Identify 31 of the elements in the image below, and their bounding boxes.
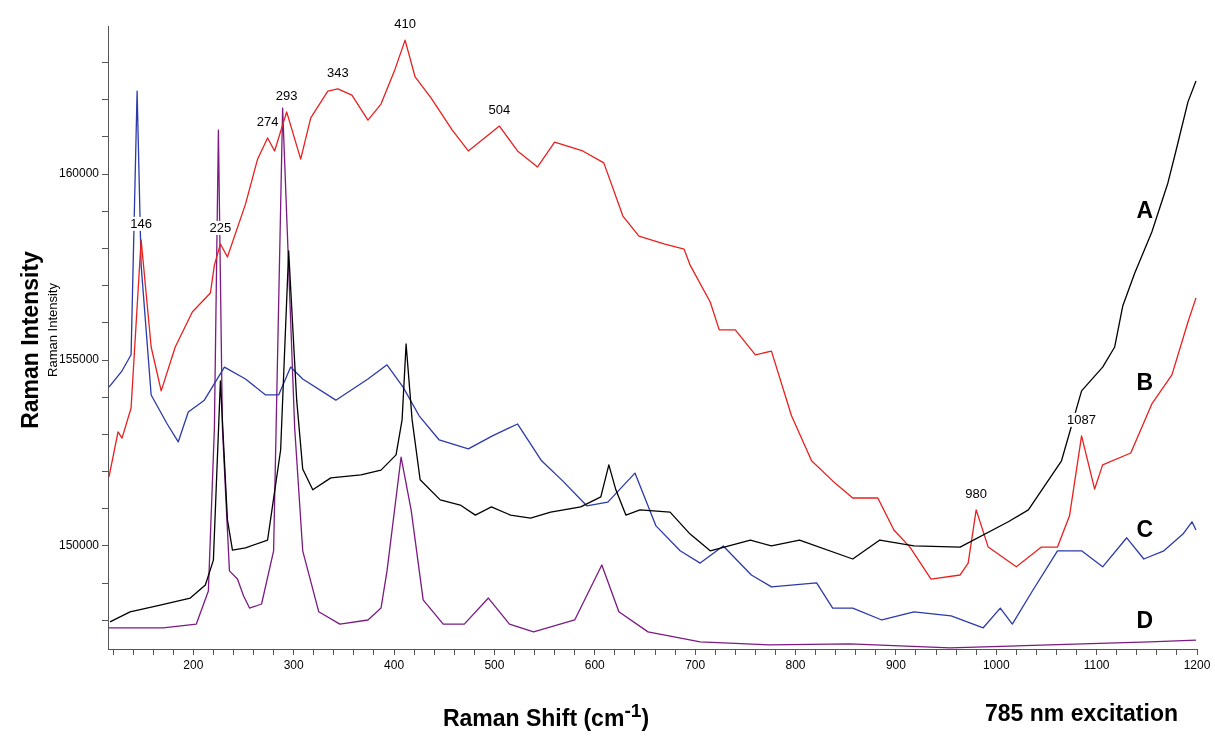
x-tick-label: 500 — [484, 657, 505, 672]
x-axis-title: Raman Shift (cm$^{-1}$) — [441, 700, 651, 732]
x-tick-label: 600 — [584, 657, 606, 672]
annotation: 293 — [275, 88, 298, 103]
annotation: 504 — [488, 102, 511, 118]
annotation: 274 — [256, 114, 279, 130]
text: 785 nm excitation — [985, 700, 1179, 727]
x-tick-label: 400 — [384, 657, 405, 672]
x-tick-label: 200 — [183, 657, 204, 672]
x-tick-label: 800 — [785, 657, 806, 672]
x-tick-label: 1000 — [982, 657, 1010, 672]
annotation: 225 — [209, 220, 232, 236]
series-label: D — [1136, 606, 1153, 633]
annotation: 1087 — [1067, 411, 1097, 427]
text: Raman Intensity — [44, 283, 60, 377]
x-tick-label: 1200 — [1183, 657, 1211, 672]
series-label: B — [1136, 368, 1153, 395]
series-label: A — [1136, 197, 1153, 224]
x-tick-label: 700 — [685, 657, 706, 672]
x-tick-label: 300 — [283, 657, 305, 672]
series-label: C — [1136, 515, 1153, 542]
annotation: 146 — [130, 215, 152, 231]
y-tick-label: 160000 — [58, 166, 100, 181]
annotation: 343 — [326, 64, 349, 80]
y-tick-label: 150000 — [58, 538, 100, 553]
x-tick-label: 900 — [885, 657, 907, 672]
x-tick-label: 1100 — [1083, 657, 1110, 672]
annotation: 410 — [394, 16, 416, 32]
y-tick-label: 155000 — [58, 352, 100, 367]
y-axis-title: Raman Intensity — [16, 251, 44, 429]
annotation: 980 — [965, 485, 988, 501]
